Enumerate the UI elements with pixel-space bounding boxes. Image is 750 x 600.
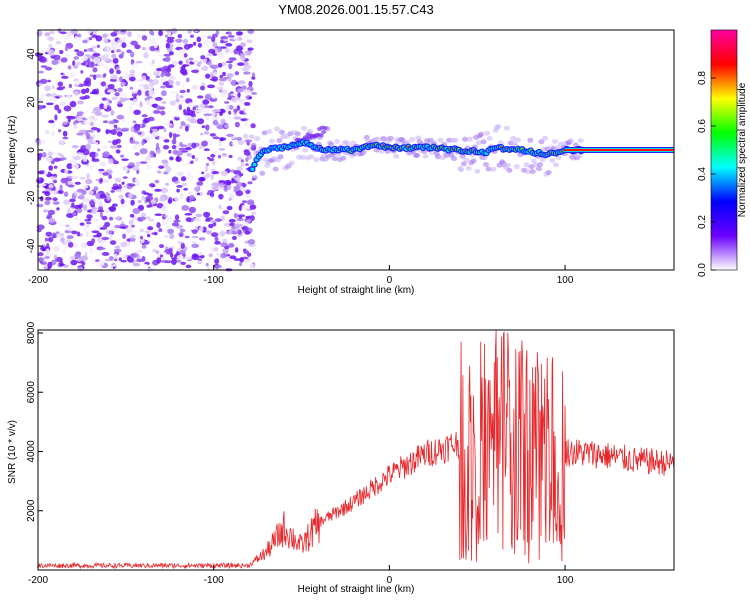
spectrogram-x-label: Height of straight line (km) xyxy=(298,285,415,296)
spectrogram-signal-track xyxy=(249,139,674,173)
figure-title: YM08.2026.001.15.57.C43 xyxy=(278,2,433,17)
colorbar-frame xyxy=(710,29,738,271)
x-tick-label: -100 xyxy=(204,275,224,286)
colorbar-tick-label: 0.0 xyxy=(697,263,708,277)
x-tick-label: -200 xyxy=(28,575,48,586)
colorbar-label: Normalized spectral amplitude xyxy=(737,82,748,217)
colorbar: 0.0 0.2 0.4 0.6 0.8 Normalized spectral ampl… xyxy=(697,29,748,277)
snr-frame xyxy=(37,329,675,571)
snr-y-label: SNR (10 * v/v) xyxy=(7,420,18,484)
spectrogram-y-label: Frequency (Hz) xyxy=(7,116,18,185)
spectrogram-y-ticks: -40 -20 0 20 40 xyxy=(26,48,43,253)
x-tick-label: 100 xyxy=(557,575,574,586)
x-tick-label: 0 xyxy=(387,275,393,286)
x-tick-label: 0 xyxy=(387,575,393,586)
colorbar-gradient xyxy=(711,30,737,270)
snr-series-line xyxy=(37,330,675,570)
y-tick-label: 8000 xyxy=(26,321,37,344)
colorbar-tick-label: 0.8 xyxy=(697,71,708,85)
x-tick-label: -200 xyxy=(28,275,48,286)
spectrogram-x-ticks: -200 -100 0 100 xyxy=(28,265,574,286)
snr-x-label: Height of straight line (km) xyxy=(298,584,415,595)
y-tick-label: 6000 xyxy=(26,381,37,404)
spectrogram-noise-region xyxy=(34,27,258,272)
colorbar-tick-label: 0.6 xyxy=(697,119,708,133)
x-tick-label: 100 xyxy=(557,275,574,286)
colorbar-tick-label: 0.2 xyxy=(697,215,708,229)
snr-y-ticks: 2000 4000 6000 8000 xyxy=(26,321,43,522)
colorbar-ticks: 0.0 0.2 0.4 0.6 0.8 xyxy=(697,71,716,277)
y-tick-label: 0 xyxy=(26,147,37,153)
y-tick-label: -40 xyxy=(26,238,37,253)
colorbar-tick-label: 0.4 xyxy=(697,167,708,181)
y-tick-label: -20 xyxy=(26,190,37,205)
x-tick-label: -100 xyxy=(204,575,224,586)
y-tick-label: 2000 xyxy=(26,499,37,522)
snr-panel: -200 -100 0 100 2000 4000 6000 8000 Height of … xyxy=(7,321,675,595)
y-tick-label: 20 xyxy=(26,96,37,108)
y-tick-label: 40 xyxy=(26,48,37,60)
y-tick-label: 4000 xyxy=(26,440,37,463)
snr-x-ticks: -200 -100 0 100 xyxy=(28,565,574,586)
